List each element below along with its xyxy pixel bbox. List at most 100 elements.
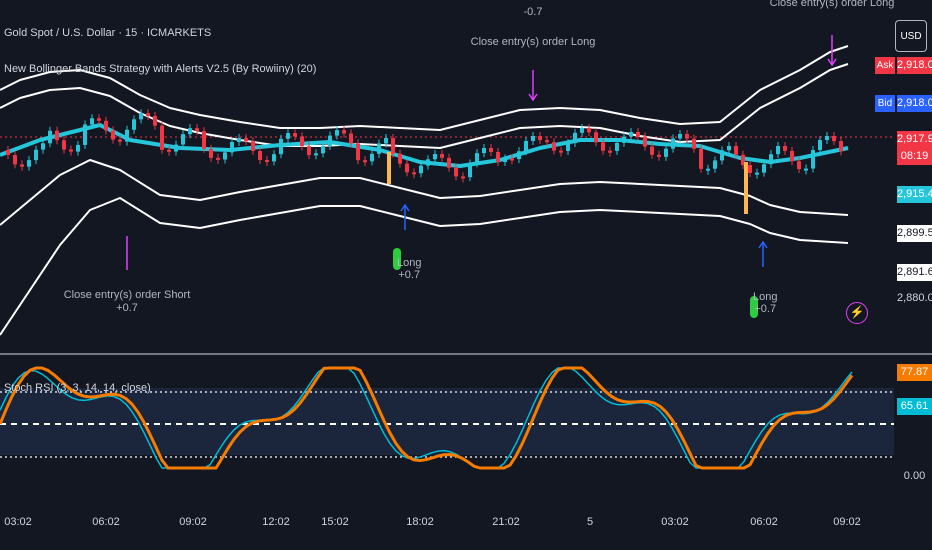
candle-body xyxy=(839,141,843,152)
candle-body xyxy=(685,134,689,139)
candle-body xyxy=(237,138,241,142)
candle-body xyxy=(671,138,675,149)
long-arrow-head xyxy=(400,203,410,212)
candle-body xyxy=(55,130,59,141)
candle-body xyxy=(727,146,731,151)
candle-body xyxy=(762,164,766,173)
long-label-2-text: Long xyxy=(753,291,778,303)
candle-body xyxy=(202,131,206,149)
candle-body xyxy=(622,136,626,143)
time-label: 09:02 xyxy=(179,516,207,528)
signal-candle xyxy=(387,152,391,184)
candle-body xyxy=(258,151,262,160)
upper-band-2 xyxy=(0,45,849,131)
time-label: 18:02 xyxy=(406,516,434,528)
candle-body xyxy=(790,150,794,162)
candle-body xyxy=(433,154,437,160)
stoch-d-value: 65.61 xyxy=(897,398,932,415)
candle-body xyxy=(69,149,73,152)
candle-body xyxy=(601,142,605,151)
time-label: 03:02 xyxy=(4,516,32,528)
candle-body xyxy=(384,138,388,144)
candle-body xyxy=(335,130,339,136)
candle-body xyxy=(818,140,822,151)
candle-body xyxy=(272,154,276,162)
candle-body xyxy=(776,146,780,155)
long-arrow-head xyxy=(758,240,768,249)
top-value-label: -0.7 xyxy=(523,6,543,18)
lower-band-2 xyxy=(0,197,849,336)
candle-body xyxy=(209,148,213,158)
long-label-2-value: +0.7 xyxy=(754,303,777,315)
candle-body xyxy=(342,130,346,134)
ask-tag: Ask xyxy=(875,57,895,74)
candle-body xyxy=(734,146,738,155)
candle-body xyxy=(566,143,570,151)
candle-body xyxy=(160,125,164,150)
candle-body xyxy=(496,151,500,163)
strategy-title[interactable]: New Bollinger Bands Strategy with Alerts… xyxy=(4,63,317,75)
candle-body xyxy=(300,136,304,147)
band-low2-price: 2,891.66 xyxy=(897,264,932,281)
candle-body xyxy=(552,142,556,151)
candle-body xyxy=(426,159,430,166)
candle-body xyxy=(139,113,143,120)
time-label: 06:02 xyxy=(750,516,778,528)
time-label: 15:02 xyxy=(321,516,349,528)
candle-body xyxy=(748,164,752,173)
candle-body xyxy=(90,118,94,125)
long-label-1-text: Long xyxy=(397,257,422,269)
candle-body xyxy=(265,159,269,162)
candle-body xyxy=(328,135,332,147)
candle-body xyxy=(699,148,703,169)
candle-body xyxy=(153,115,157,126)
candle-body xyxy=(251,141,255,152)
candle-body xyxy=(279,138,283,155)
candle-body xyxy=(398,153,402,164)
candle-body xyxy=(48,130,52,144)
lower-band-1 xyxy=(0,159,849,226)
time-label: 21:02 xyxy=(492,516,520,528)
candle-body xyxy=(167,149,171,152)
lightning-icon[interactable]: ⚡ xyxy=(846,302,868,324)
candle-body xyxy=(468,163,472,178)
candle-body xyxy=(230,141,234,153)
ask-price: 2,918.09 xyxy=(897,57,932,74)
candle-body xyxy=(83,124,87,145)
time-label: 5 xyxy=(586,516,594,528)
long-label-1: Long +0.7 xyxy=(397,257,421,281)
symbol-title[interactable]: Gold Spot / U.S. Dollar · 15 · ICMARKETS xyxy=(4,27,212,39)
long-label-1-value: +0.7 xyxy=(398,269,421,281)
candle-body xyxy=(678,134,682,139)
candle-body xyxy=(454,167,458,177)
close-short-value: +0.7 xyxy=(116,302,138,314)
candle-body xyxy=(286,133,290,139)
candle-body xyxy=(475,153,479,164)
bid-tag: Bid xyxy=(875,95,895,112)
candle-body xyxy=(6,150,10,155)
candle-body xyxy=(594,132,598,143)
candle-body xyxy=(650,146,654,155)
bid-price: 2,918.08 xyxy=(897,95,932,112)
stoch-rsi-title[interactable]: Stoch RSI (3, 3, 14, 14, close) xyxy=(4,382,151,394)
candle-body xyxy=(720,150,724,161)
candle-body xyxy=(713,160,717,169)
time-label: 09:02 xyxy=(833,516,861,528)
candle-body xyxy=(377,143,381,154)
candle-body xyxy=(447,157,451,168)
candle-body xyxy=(517,151,521,160)
time-label: 03:02 xyxy=(661,516,689,528)
candle-body xyxy=(34,149,38,161)
close-arrow-head xyxy=(528,93,538,102)
candle-body xyxy=(524,140,528,152)
candle-body xyxy=(573,132,577,144)
candle-body xyxy=(412,172,416,175)
currency-button[interactable]: USD xyxy=(895,20,927,52)
candle-body xyxy=(13,155,17,165)
candle-body xyxy=(657,154,661,157)
long-label-2: Long +0.7 xyxy=(753,291,777,315)
candle-body xyxy=(349,133,353,144)
band-low1-price: 2,899.59 xyxy=(897,225,932,242)
candle-body xyxy=(307,146,311,156)
